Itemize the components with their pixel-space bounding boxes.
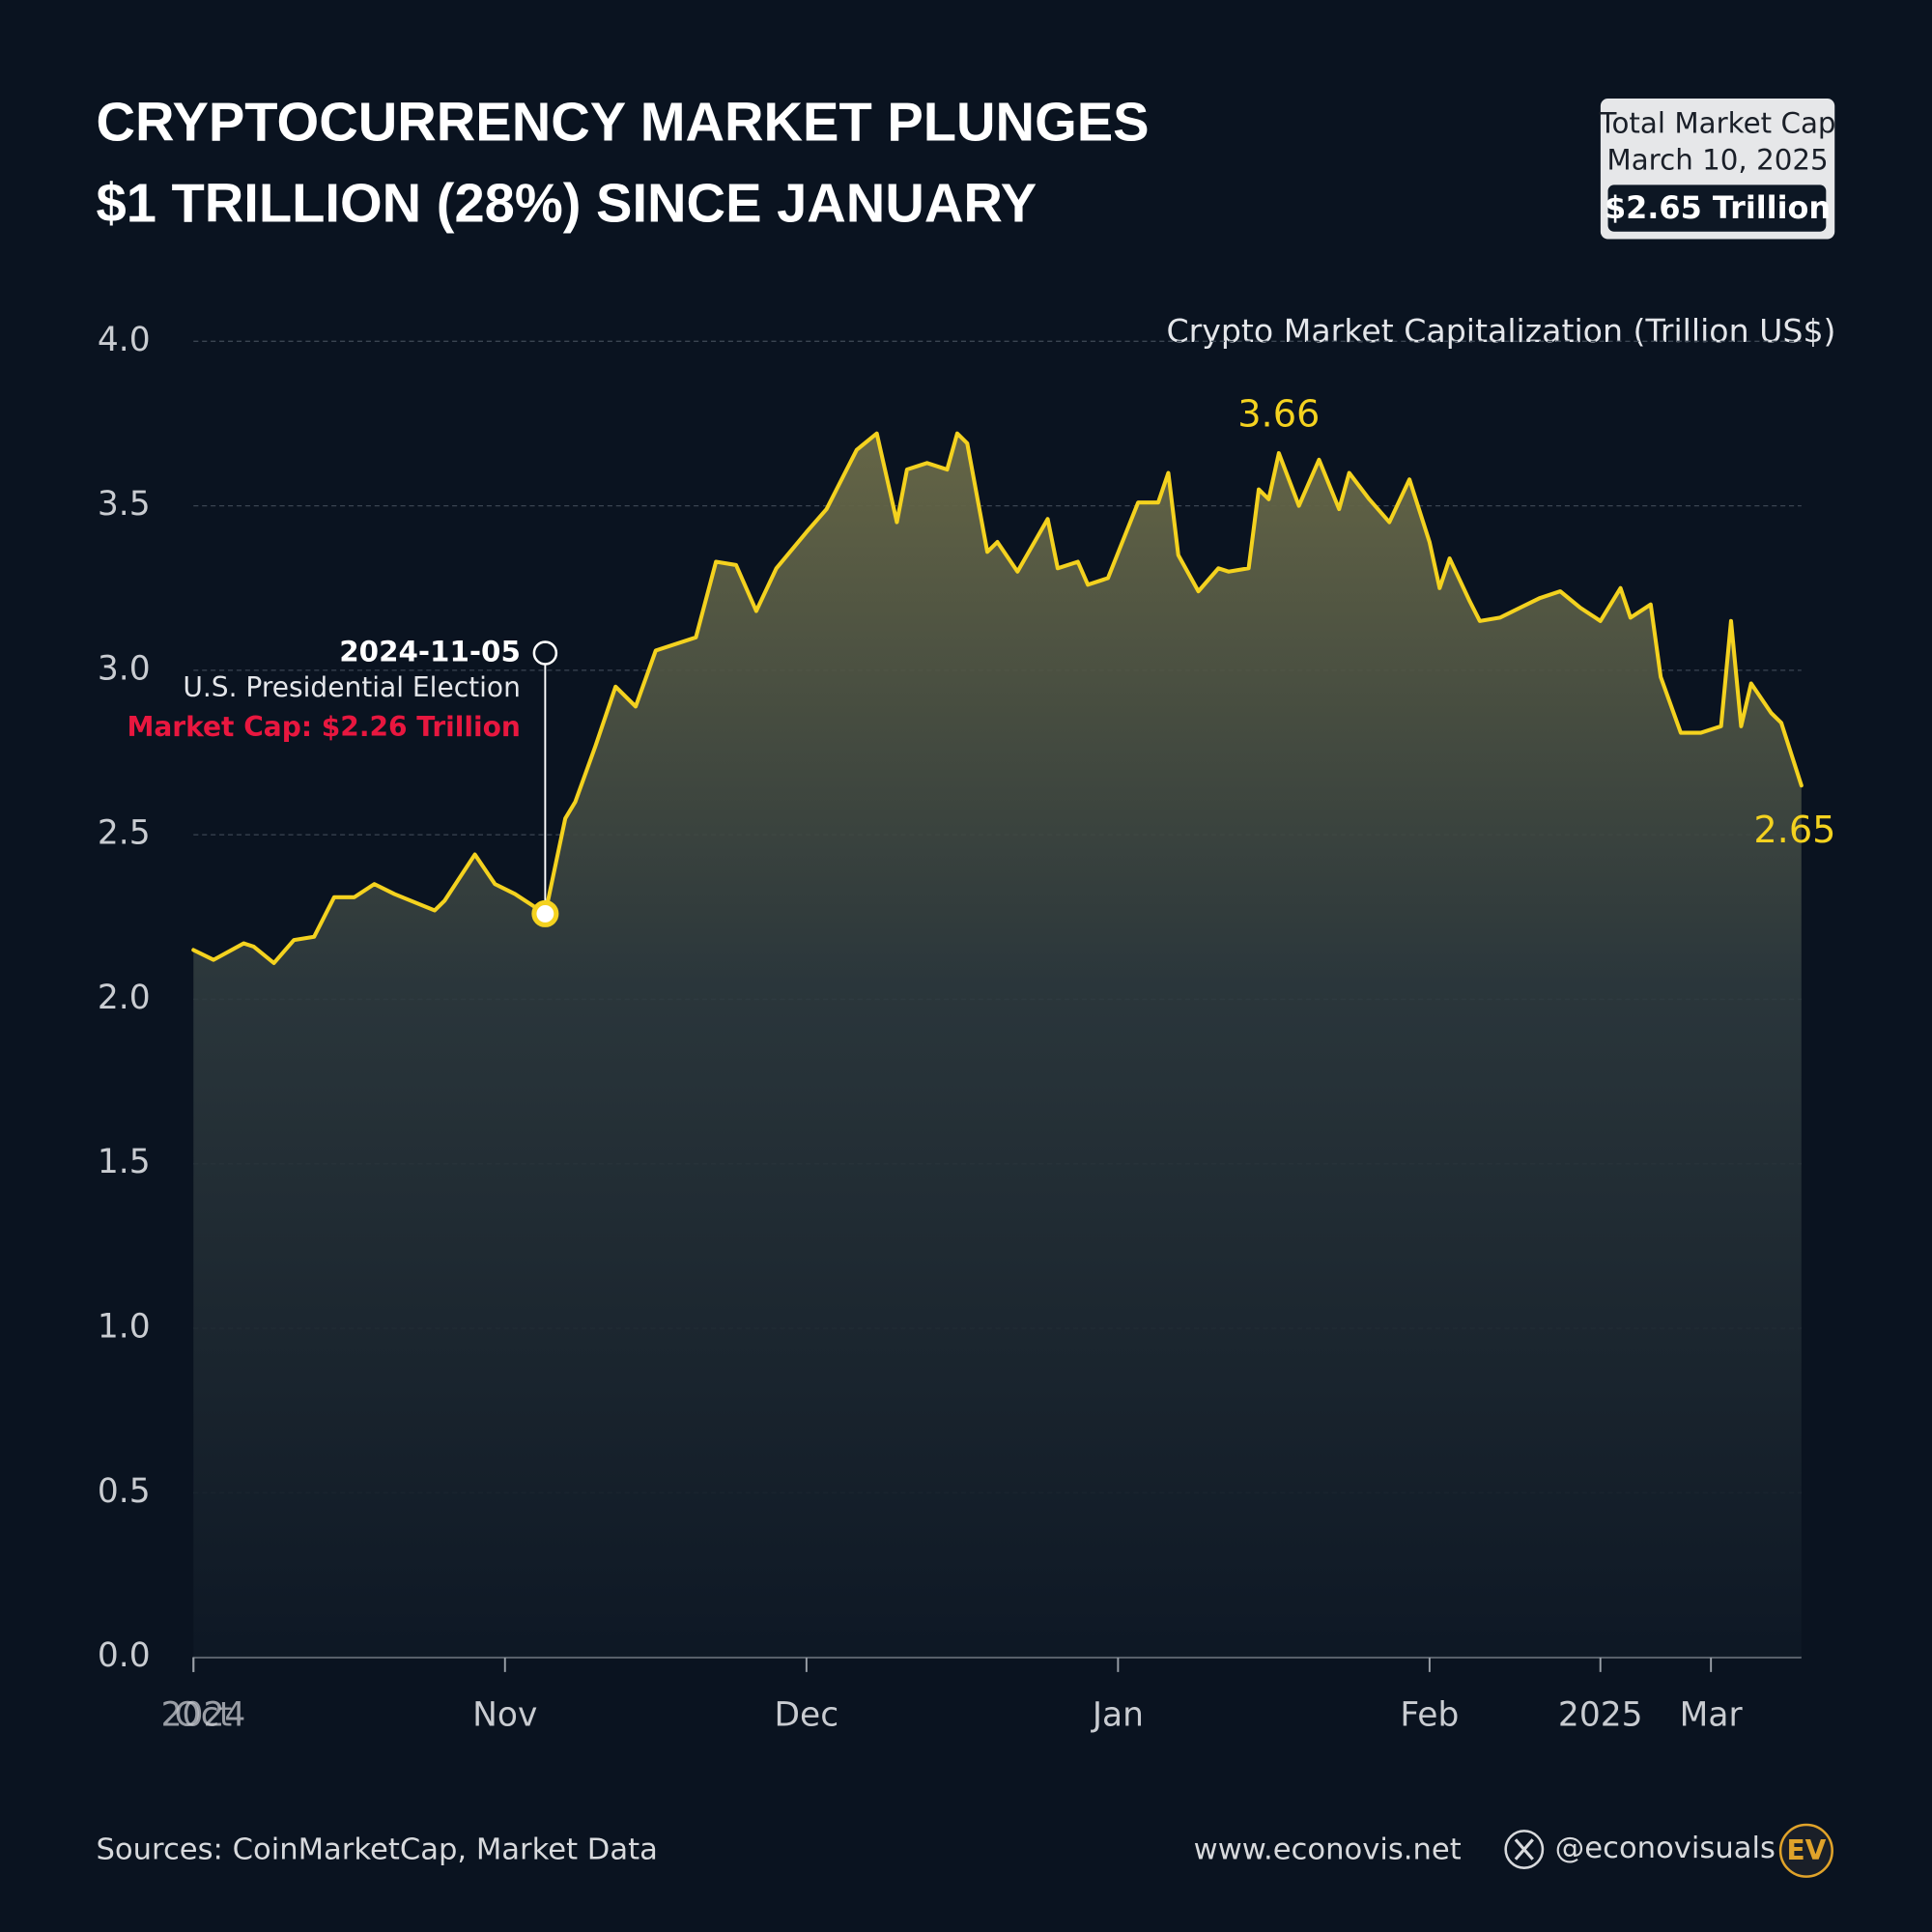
- source: Sources: CoinMarketCap, Market Data: [96, 1833, 657, 1866]
- data-label: 2.65: [1753, 809, 1835, 852]
- y-tick-label: 2.0: [98, 979, 151, 1017]
- info-box-date: March 10, 2025: [1606, 144, 1828, 177]
- x-icon: [1504, 1830, 1545, 1869]
- data-label: 3.66: [1237, 392, 1320, 436]
- x-tick-label: Dec: [775, 1695, 839, 1734]
- y-axis-title: Crypto Market Capitalization (Trillion U…: [1166, 312, 1835, 350]
- x-icon-glyph: [1514, 1838, 1534, 1861]
- annotation-label: U.S. Presidential Election: [183, 671, 521, 703]
- logo-badge: [1778, 1823, 1833, 1878]
- handle: @econovisuals: [1555, 1832, 1776, 1865]
- annotation-detail: Market Cap: $2.26 Trillion: [127, 711, 520, 743]
- y-tick-label: 1.0: [98, 1307, 151, 1346]
- x-tick-label: Feb: [1400, 1695, 1459, 1734]
- annotation-date: 2024-11-05: [339, 636, 521, 668]
- y-tick-label: 2.5: [98, 814, 151, 853]
- annotated-point: [531, 899, 559, 927]
- y-tick-label: 3.0: [98, 649, 151, 688]
- info-box-value-bg: [1607, 185, 1827, 232]
- x-tick-label: Oct: [175, 1695, 233, 1734]
- x-tick-label: Mar: [1680, 1695, 1744, 1734]
- x-tick-label: 2024: [161, 1695, 246, 1734]
- y-tick-label: 4.0: [98, 321, 151, 359]
- y-tick-label: 1.5: [98, 1143, 151, 1181]
- x-tick-label: Jan: [1091, 1695, 1144, 1734]
- x-tick-label: Nov: [472, 1695, 537, 1734]
- y-tick-label: 3.5: [98, 485, 151, 524]
- chart-title: $1 TRILLION (28%) SINCE JANUARY: [96, 173, 1037, 234]
- y-tick-label: 0.5: [98, 1472, 151, 1511]
- info-box-title: Total Market Cap: [1599, 106, 1836, 139]
- area: [193, 433, 1802, 1658]
- y-tick-label: 0.0: [98, 1636, 151, 1675]
- annotation-anchor: [532, 640, 558, 666]
- chart-title: CRYPTOCURRENCY MARKET PLUNGES: [96, 91, 1149, 152]
- logo: EV: [1786, 1834, 1826, 1866]
- website: www.econovis.net: [1194, 1833, 1462, 1866]
- info-box-value: $2.65 Trillion: [1605, 189, 1831, 226]
- x-tick-label: 2025: [1558, 1695, 1643, 1734]
- line: [191, 431, 1804, 965]
